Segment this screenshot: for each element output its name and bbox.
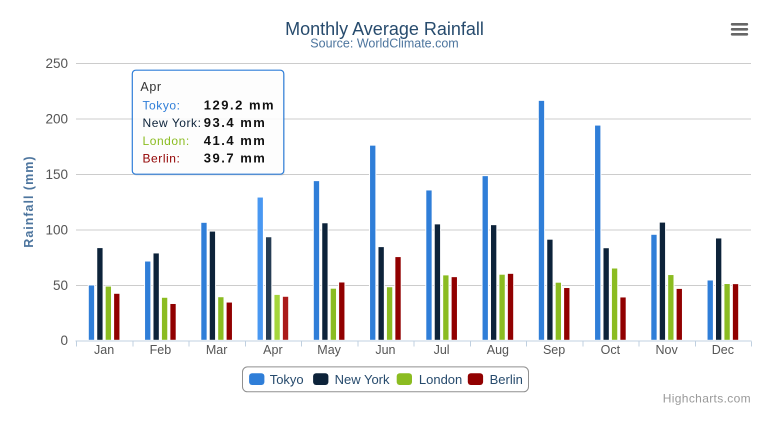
svg-text:Tokyo: Tokyo — [270, 372, 304, 387]
svg-text:Jan: Jan — [94, 343, 114, 357]
svg-text:129.2 mm: 129.2 mm — [204, 98, 275, 113]
svg-text:0: 0 — [60, 333, 68, 348]
svg-text:200: 200 — [45, 111, 68, 126]
svg-text:Dec: Dec — [712, 343, 734, 357]
svg-text:Tokyo:: Tokyo: — [143, 99, 181, 113]
svg-text:Apr: Apr — [140, 80, 161, 94]
svg-text:New York:: New York: — [143, 116, 202, 130]
svg-text:New York: New York — [335, 372, 390, 387]
svg-text:150: 150 — [45, 167, 68, 182]
svg-text:May: May — [317, 343, 341, 357]
svg-text:Highcharts.com: Highcharts.com — [663, 392, 751, 406]
svg-text:50: 50 — [53, 278, 68, 293]
svg-text:100: 100 — [45, 222, 68, 237]
svg-text:London: London — [419, 372, 462, 387]
svg-text:250: 250 — [45, 56, 68, 71]
svg-text:Berlin:: Berlin: — [143, 152, 181, 166]
svg-text:Jul: Jul — [434, 343, 450, 357]
svg-text:Rainfall (mm): Rainfall (mm) — [22, 156, 36, 248]
svg-text:Aug: Aug — [487, 343, 509, 357]
svg-text:Monthly Average Rainfall: Monthly Average Rainfall — [285, 19, 484, 39]
svg-text:Oct: Oct — [601, 343, 621, 357]
svg-text:Nov: Nov — [655, 343, 678, 357]
svg-text:Sep: Sep — [543, 343, 565, 357]
svg-text:39.7 mm: 39.7 mm — [204, 151, 267, 166]
svg-text:London:: London: — [143, 134, 190, 148]
svg-text:41.4 mm: 41.4 mm — [204, 133, 267, 148]
svg-text:93.4 mm: 93.4 mm — [204, 115, 267, 130]
svg-text:Feb: Feb — [150, 343, 172, 357]
svg-text:Jun: Jun — [375, 343, 395, 357]
svg-text:Mar: Mar — [206, 343, 228, 357]
svg-text:Apr: Apr — [263, 343, 282, 357]
svg-text:Source: WorldClimate.com: Source: WorldClimate.com — [310, 37, 458, 51]
svg-text:Berlin: Berlin — [490, 372, 523, 387]
